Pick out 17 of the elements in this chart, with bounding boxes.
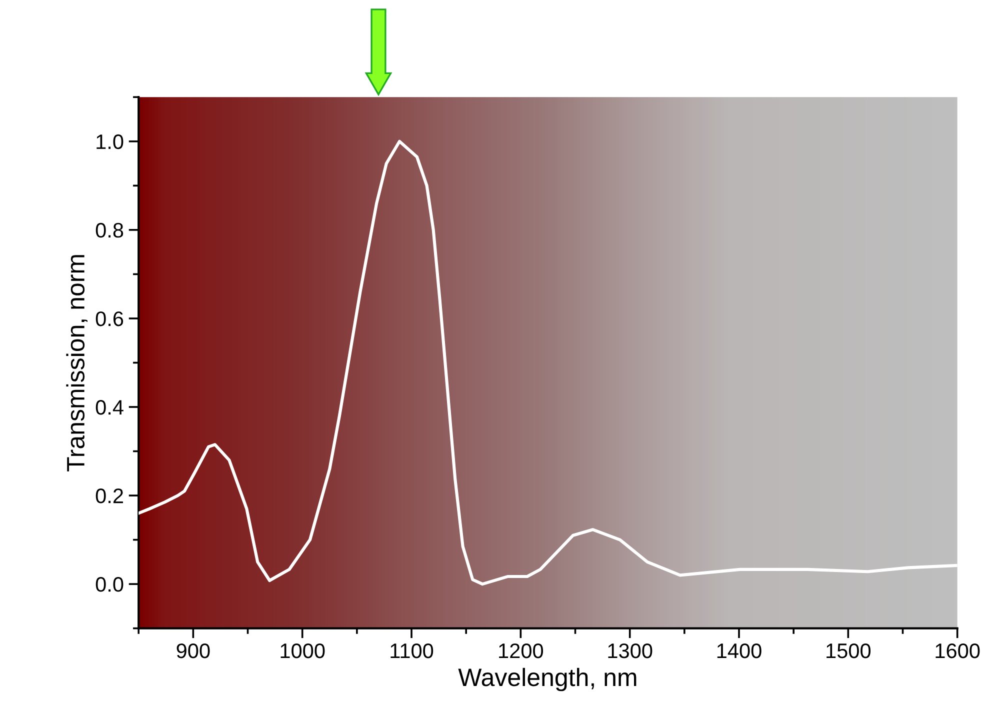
- y-tick-label: 0.4: [96, 400, 124, 415]
- x-tick-label: 900: [176, 643, 210, 658]
- line-series: [138, 140, 958, 586]
- y-tick-label: 0.2: [96, 488, 123, 504]
- y-tick-label: 1.0: [96, 134, 124, 150]
- x-tick-label: 1400: [717, 643, 762, 658]
- x-tick-label: 1100: [390, 643, 434, 658]
- y-tick-label: 0.8: [96, 222, 124, 238]
- x-axis-title: Wavelength, nm: [458, 668, 636, 692]
- x-tick-label: 1300: [608, 643, 652, 658]
- y-axis-title: Transmission, norm: [66, 255, 88, 472]
- x-tick-label: 1500: [826, 643, 871, 658]
- x-tick-label: 1600: [936, 643, 980, 658]
- x-tick-label: 1000: [280, 643, 325, 658]
- y-tick-label: 0.6: [96, 311, 124, 326]
- x-tick-label: 1200: [499, 643, 544, 658]
- y-tick-label: 0.0: [96, 577, 124, 592]
